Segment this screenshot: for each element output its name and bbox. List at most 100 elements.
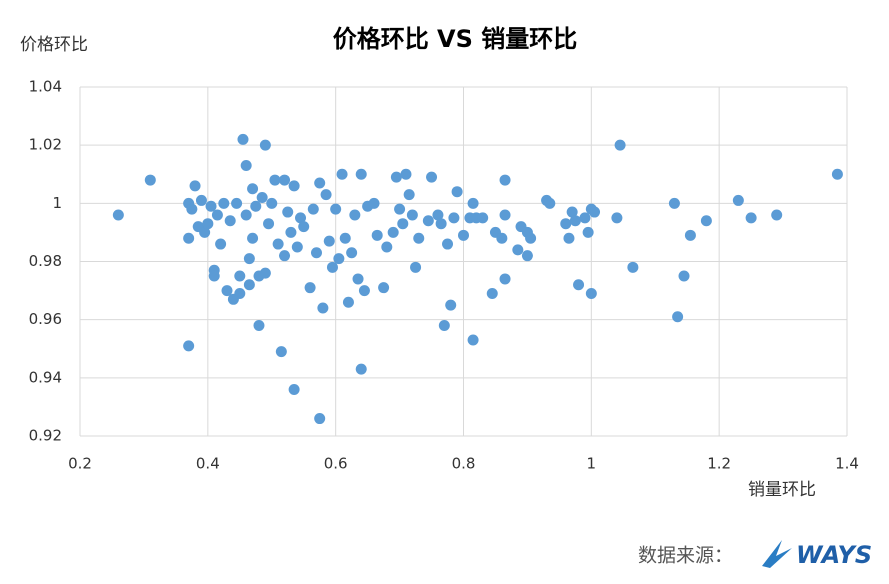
point [247, 232, 259, 244]
point [390, 171, 402, 183]
point [627, 261, 639, 273]
point [426, 171, 438, 183]
point [202, 218, 214, 230]
point [352, 273, 364, 285]
point [211, 209, 223, 221]
y-tick-label: 0.98 [29, 252, 62, 270]
point [307, 203, 319, 215]
y-tick-label: 0.92 [29, 427, 62, 445]
point [355, 363, 367, 375]
point [256, 192, 268, 204]
point [253, 319, 265, 331]
point [589, 206, 601, 218]
point [544, 197, 556, 209]
x-tick-label: 1.4 [835, 455, 859, 473]
point [183, 340, 195, 352]
point [275, 346, 287, 358]
point [378, 282, 390, 294]
point [566, 206, 578, 218]
x-axis-label: 销量环比 [748, 480, 816, 500]
x-tick-label: 0.8 [452, 455, 476, 473]
point [199, 226, 211, 238]
point [186, 203, 198, 215]
point [215, 238, 227, 250]
logo-icon [762, 540, 792, 568]
point [496, 232, 508, 244]
point [422, 215, 434, 227]
point [221, 285, 233, 297]
point [298, 221, 310, 233]
point [614, 139, 626, 151]
point [339, 232, 351, 244]
point [263, 218, 275, 230]
y-tick-label: 1 [52, 194, 62, 212]
point [279, 250, 291, 262]
point [358, 285, 370, 297]
point [144, 174, 156, 186]
point [288, 383, 300, 395]
point [231, 197, 243, 209]
point [582, 226, 594, 238]
point [288, 180, 300, 192]
x-tick-label: 0.2 [68, 455, 92, 473]
y-tick-label: 0.96 [29, 310, 62, 328]
point [512, 244, 524, 256]
point [317, 302, 329, 314]
point [560, 218, 572, 230]
point [234, 270, 246, 282]
point [314, 413, 326, 425]
point [406, 209, 418, 221]
point [218, 197, 230, 209]
point [521, 250, 533, 262]
point [435, 218, 447, 230]
point [243, 279, 255, 291]
point [684, 229, 696, 241]
y-tick-label: 1.04 [29, 78, 62, 96]
y-axis-label: 价格环比 [20, 35, 88, 55]
point [400, 168, 412, 180]
point [355, 168, 367, 180]
point [467, 197, 479, 209]
point [442, 238, 454, 250]
point [240, 160, 252, 172]
point [394, 203, 406, 215]
point [208, 270, 220, 282]
x-tick-label: 1 [587, 455, 597, 473]
point [467, 334, 479, 346]
logo: WAYS [796, 541, 872, 569]
point [269, 174, 281, 186]
point [371, 229, 383, 241]
point [611, 212, 623, 224]
point [310, 247, 322, 259]
point [205, 200, 217, 212]
point [499, 273, 511, 285]
x-tick-label: 0.4 [196, 455, 220, 473]
point [771, 209, 783, 221]
point [445, 299, 457, 311]
point [243, 253, 255, 265]
point [272, 238, 284, 250]
chart-title: 价格环比 VS 销量环比 [333, 25, 578, 53]
point [346, 247, 358, 259]
point [499, 174, 511, 186]
point [282, 206, 294, 218]
point [333, 253, 345, 265]
point [330, 203, 342, 215]
point [477, 212, 489, 224]
point [250, 200, 262, 212]
point [569, 215, 581, 227]
point [314, 177, 326, 189]
point [381, 241, 393, 253]
point [410, 261, 422, 273]
point [189, 180, 201, 192]
point [732, 194, 744, 206]
x-tick-label: 1.2 [707, 455, 731, 473]
point [259, 139, 271, 151]
point [368, 197, 380, 209]
point [279, 174, 291, 186]
point [585, 287, 597, 299]
point [291, 241, 303, 253]
point [266, 197, 278, 209]
point [247, 183, 259, 195]
